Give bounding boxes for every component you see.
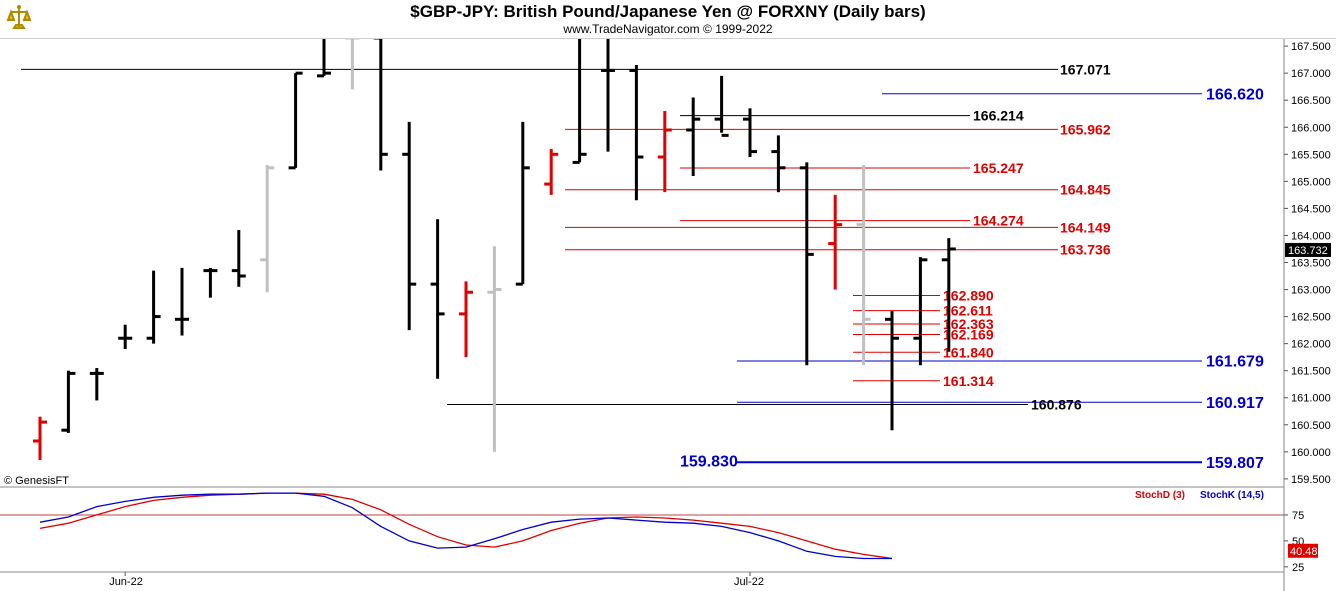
y-tick-label: 160.000 <box>1291 447 1331 459</box>
stoch-last-label: 40.48 <box>1290 546 1318 558</box>
ohlc-bar <box>601 38 615 152</box>
price-axis-bg <box>1284 38 1336 591</box>
ohlc-bar <box>572 38 587 164</box>
level-label: 166.214 <box>973 108 1024 124</box>
y-tick-label: 165.500 <box>1291 149 1331 161</box>
ohlc-bar <box>231 230 246 287</box>
y-tick-label: 162.000 <box>1291 339 1331 351</box>
y-tick-label: 162.500 <box>1291 312 1331 324</box>
level-label: 160.917 <box>1206 395 1264 412</box>
y-tick-label: 160.500 <box>1291 420 1331 432</box>
stoch-series-line <box>39 492 892 560</box>
last-price-badge <box>1285 242 1331 257</box>
ohlc-bar <box>430 219 445 379</box>
page-subtitle: www.TradeNavigator.com © 1999-2022 <box>563 22 773 36</box>
level-label: 164.845 <box>1060 182 1111 198</box>
price-bars: © GenesisFT <box>4 36 956 487</box>
ohlc-bar <box>828 194 843 290</box>
y-tick-label: 164.500 <box>1291 203 1331 215</box>
level-label: 167.071 <box>1060 61 1111 77</box>
ohlc-bar <box>33 416 47 460</box>
ohlc-bar <box>203 267 218 298</box>
support-resistance-levels: 167.071 166.620 166.214 165.962 165.247 164.8… <box>21 61 1264 472</box>
ohlc-bar <box>657 111 672 193</box>
stoch-series-line <box>39 492 893 560</box>
ohlc-bar <box>544 148 559 195</box>
y-tick-label: 159.500 <box>1291 474 1331 486</box>
ohlc-bar <box>345 36 360 90</box>
ohlc-bar <box>686 97 701 176</box>
ohlc-bar <box>856 165 871 366</box>
ohlc-bar <box>459 281 473 358</box>
stoch-legend-item: StochD (3) <box>1135 490 1185 501</box>
level-label: 165.247 <box>973 160 1024 176</box>
ohlc-bar <box>175 267 189 336</box>
ohlc-bar <box>118 324 133 350</box>
level-label: 161.679 <box>1206 354 1264 371</box>
page-title: $GBP-JPY: British Pound/Japanese Yen @ F… <box>410 2 926 21</box>
level-label: 162.890 <box>943 287 994 303</box>
y-tick-label: 166.500 <box>1291 95 1331 107</box>
level-label: 166.620 <box>1206 86 1264 103</box>
genesis-logo-icon <box>4 3 34 33</box>
copyright-label: © GenesisFT <box>4 475 69 487</box>
time-axis: Jun-22 Jul-22 <box>109 572 764 588</box>
level-label: 162.363 <box>943 316 994 332</box>
level-label: 164.149 <box>1060 219 1111 235</box>
level-label: 159.830 <box>680 454 738 471</box>
y-tick-label: 161.000 <box>1291 393 1331 405</box>
y-tick-label: 166.000 <box>1291 122 1331 134</box>
y-tick-label: 164.000 <box>1291 230 1331 242</box>
y-tick-label: 161.500 <box>1291 366 1331 378</box>
level-label: 161.314 <box>943 373 994 389</box>
ohlc-bar <box>146 270 161 344</box>
level-label: 162.611 <box>943 303 993 319</box>
level-label: 164.274 <box>973 213 1024 229</box>
price-panel <box>0 38 1284 487</box>
ohlc-bar <box>743 108 757 158</box>
ohlc-bar <box>941 238 956 352</box>
ohlc-bar <box>317 38 331 78</box>
ohlc-bar <box>260 165 275 293</box>
ohlc-bar <box>629 65 644 201</box>
stoch-legend-item: StochK (14,5) <box>1200 490 1264 501</box>
x-tick-label: Jul-22 <box>734 576 764 588</box>
ohlc-bar <box>515 121 530 286</box>
level-label: 161.840 <box>943 344 994 360</box>
ohlc-bar <box>885 311 899 431</box>
y-tick-label: 163.000 <box>1291 285 1331 297</box>
chart-header: $GBP-JPY: British Pound/Japanese Yen @ F… <box>0 0 1336 39</box>
last-price-label: 163.732 <box>1288 245 1328 257</box>
level-label: 159.807 <box>1206 455 1264 472</box>
ohlc-bar <box>799 162 814 366</box>
level-label: 160.876 <box>1031 396 1082 412</box>
grid <box>0 486 1336 573</box>
ohlc-bar <box>402 121 417 331</box>
y-tick-label: 167.500 <box>1291 41 1331 53</box>
stoch-y-tick-label: 75 <box>1292 510 1304 522</box>
ohlc-bar <box>373 36 388 171</box>
x-tick-label: Jun-22 <box>109 576 143 588</box>
ohlc-bar <box>61 370 76 433</box>
y-tick-label: 165.000 <box>1291 176 1331 188</box>
price-axis: 167.500 167.000 166.500 166.000 165.500 165.0… <box>1283 38 1336 591</box>
level-label: 162.169 <box>943 327 994 343</box>
ohlc-bar <box>913 257 928 366</box>
ohlc-bar <box>288 71 303 170</box>
ohlc-bar <box>487 246 502 452</box>
ohlc-bar <box>89 367 104 401</box>
level-label: 165.962 <box>1060 121 1111 137</box>
y-tick-label: 167.000 <box>1291 68 1331 80</box>
ohlc-bar <box>714 75 729 137</box>
ohlc-bar <box>771 135 786 193</box>
stoch-y-tick-label: 25 <box>1292 562 1304 574</box>
y-tick-label: 163.500 <box>1291 258 1331 270</box>
level-label: 163.736 <box>1060 242 1111 258</box>
stoch-last-badge <box>1288 543 1318 558</box>
